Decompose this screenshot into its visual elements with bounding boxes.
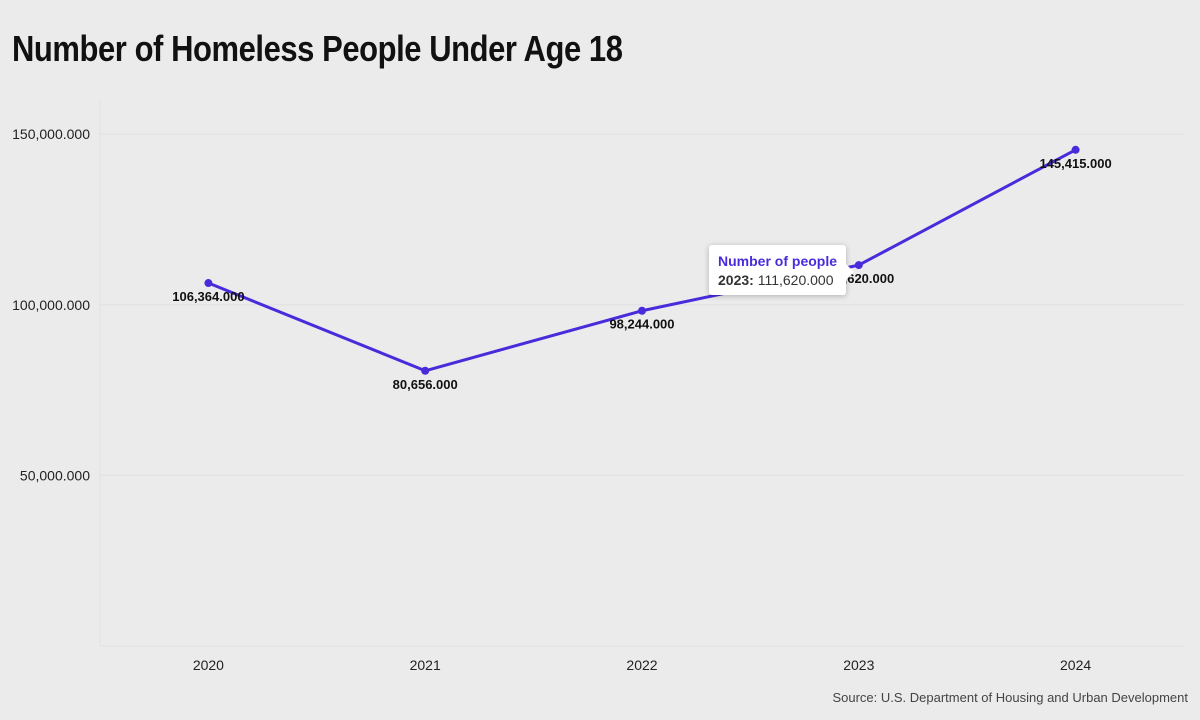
data-label: 106,364.000 bbox=[172, 289, 244, 304]
series-group bbox=[204, 145, 1080, 375]
grid-lines bbox=[99, 100, 1184, 647]
tooltip-value: 111,620.000 bbox=[757, 272, 834, 288]
tooltip-row: 2023: 111,620.000 bbox=[718, 272, 837, 288]
series-line bbox=[207, 148, 1077, 373]
x-tick-label: 2024 bbox=[1060, 657, 1091, 673]
data-label: 145,415.000 bbox=[1039, 156, 1111, 171]
y-tick-label: 100,000.000 bbox=[12, 297, 90, 313]
x-tick-label: 2021 bbox=[410, 657, 441, 673]
y-axis: 50,000.000 100,000.000 150,000.000 bbox=[12, 126, 90, 483]
chart-title: Number of Homeless People Under Age 18 bbox=[12, 28, 623, 69]
data-point[interactable] bbox=[421, 366, 430, 375]
y-tick-label: 50,000.000 bbox=[20, 467, 90, 483]
data-label: 98,244.000 bbox=[609, 317, 674, 332]
tooltip-series-name: Number of people bbox=[718, 253, 838, 269]
tooltip-category: 2023: bbox=[718, 272, 754, 288]
x-tick-label: 2020 bbox=[193, 657, 224, 673]
data-tooltip: Number of people 2023: 111,620.000 bbox=[709, 245, 855, 295]
data-point[interactable] bbox=[204, 279, 213, 288]
data-point[interactable] bbox=[638, 306, 646, 315]
x-tick-label: 2023 bbox=[843, 657, 874, 673]
source-note: Source: U.S. Department of Housing and U… bbox=[832, 690, 1188, 705]
data-label: 80,656.000 bbox=[393, 377, 458, 392]
y-tick-label: 150,000.000 bbox=[12, 126, 90, 142]
x-axis: 2020 2021 2022 2023 2024 bbox=[193, 657, 1092, 673]
x-tick-label: 2022 bbox=[626, 657, 657, 673]
data-point[interactable] bbox=[854, 261, 863, 270]
data-point[interactable] bbox=[1071, 145, 1080, 154]
data-labels: 106,364.000 80,656.000 98,244.000 111,620.0… bbox=[172, 156, 1111, 392]
